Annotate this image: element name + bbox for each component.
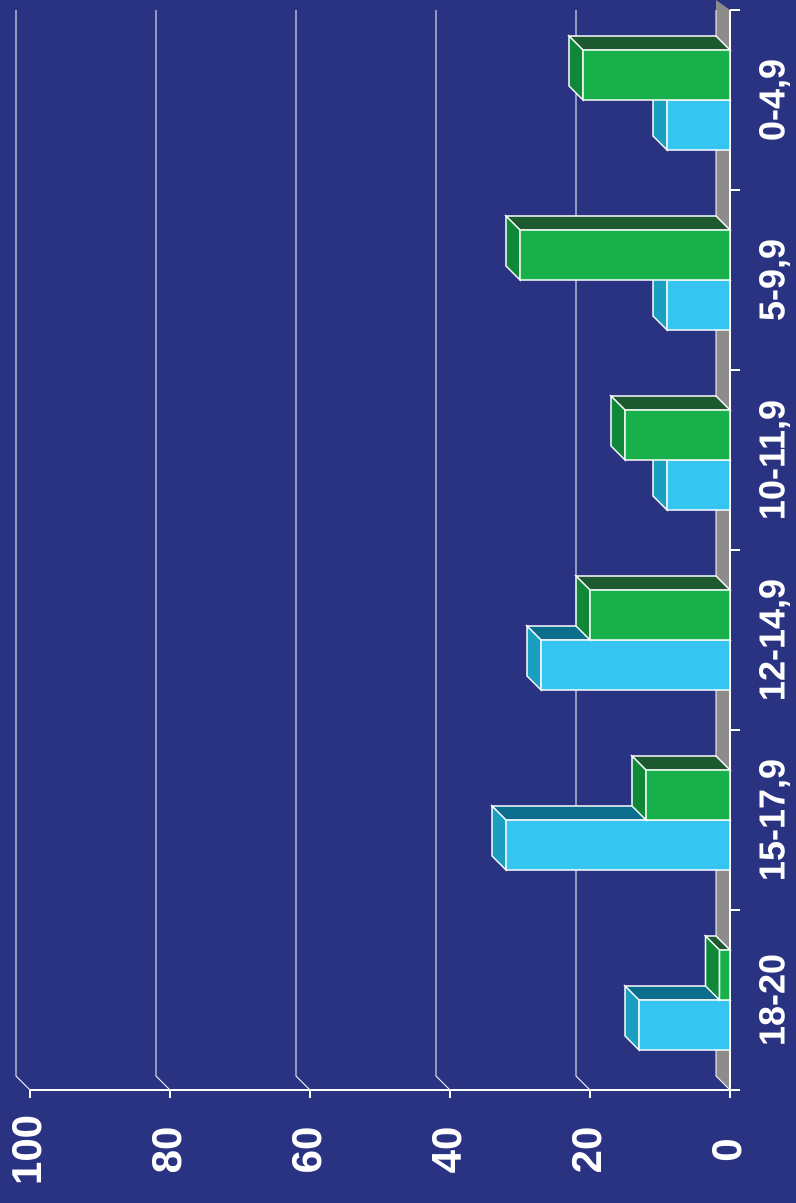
bar-face [504,215,732,231]
bar-face [666,279,731,331]
x-tick-label: 10-11,9 [752,400,793,520]
bar-face [574,575,732,591]
bar-face [540,639,731,691]
floor [716,0,730,1090]
bar [504,214,732,282]
y-tick-label: 0 [703,1138,750,1161]
x-tick-label: 18-20 [752,954,793,1046]
y-tick-label: 60 [283,1127,330,1174]
bar [703,934,732,1002]
bar-face [718,949,731,1001]
grid-line [575,10,591,1091]
x-tick-label: 15-17,9 [752,759,793,881]
y-tick-label: 100 [3,1115,50,1185]
x-tick-label: 0-4,9 [752,59,793,141]
grid-line [715,10,731,1091]
y-tick-label: 80 [143,1127,190,1174]
bar [630,754,732,822]
bar-face [638,999,731,1051]
bar-face [589,589,731,641]
bar-face [519,229,731,281]
bar-face [666,459,731,511]
grid-line [155,10,171,1091]
grid-line [435,10,451,1091]
bar-face [645,769,731,821]
grid-line [15,10,31,1091]
bar [623,984,732,1052]
bar [567,34,732,102]
bar-face [582,49,731,101]
y-tick-label: 20 [563,1127,610,1174]
bar-face [630,755,732,771]
bar-face [609,395,732,411]
bar-face [666,99,731,151]
x-tick-label: 12-14,9 [752,579,793,701]
bar-face [567,35,732,51]
grid-line [295,10,311,1091]
bar-face [505,819,731,871]
bar [574,574,732,642]
x-tick-label: 5-9,9 [752,239,793,321]
bar [609,394,732,462]
y-tick-label: 40 [423,1127,470,1174]
bar-face [624,409,731,461]
